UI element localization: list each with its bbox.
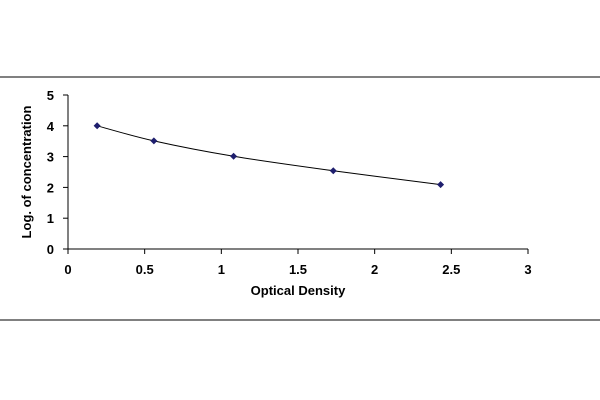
data-point bbox=[230, 152, 238, 160]
y-tick-label: 3 bbox=[47, 150, 54, 165]
x-tick-label: 1 bbox=[218, 262, 225, 277]
data-points bbox=[93, 122, 445, 189]
x-tick-label: 2.5 bbox=[442, 262, 460, 277]
x-ticks: 0 0.5 1 1.5 2 2.5 3 bbox=[64, 249, 532, 277]
y-tick-label: 4 bbox=[47, 119, 55, 134]
data-point bbox=[150, 137, 158, 145]
x-tick-label: 0 bbox=[64, 262, 71, 277]
y-tick-label: 0 bbox=[47, 242, 54, 257]
x-tick-label: 2 bbox=[371, 262, 378, 277]
y-tick-label: 5 bbox=[47, 88, 54, 103]
data-point bbox=[437, 181, 445, 189]
y-ticks: 0 1 2 3 4 5 bbox=[47, 88, 68, 257]
x-tick-label: 3 bbox=[524, 262, 531, 277]
y-tick-label: 2 bbox=[47, 180, 54, 195]
data-point bbox=[329, 167, 337, 175]
y-tick-label: 1 bbox=[47, 211, 54, 226]
x-tick-label: 1.5 bbox=[289, 262, 307, 277]
x-axis-title: Optical Density bbox=[251, 283, 346, 298]
x-tick-label: 0.5 bbox=[136, 262, 154, 277]
trend-line bbox=[97, 125, 441, 186]
data-point bbox=[93, 122, 101, 130]
plot-area: 0 0.5 1 1.5 2 2.5 3 0 1 2 3 4 5 bbox=[47, 88, 532, 277]
y-axis-title: Log. of concentration bbox=[19, 106, 34, 239]
